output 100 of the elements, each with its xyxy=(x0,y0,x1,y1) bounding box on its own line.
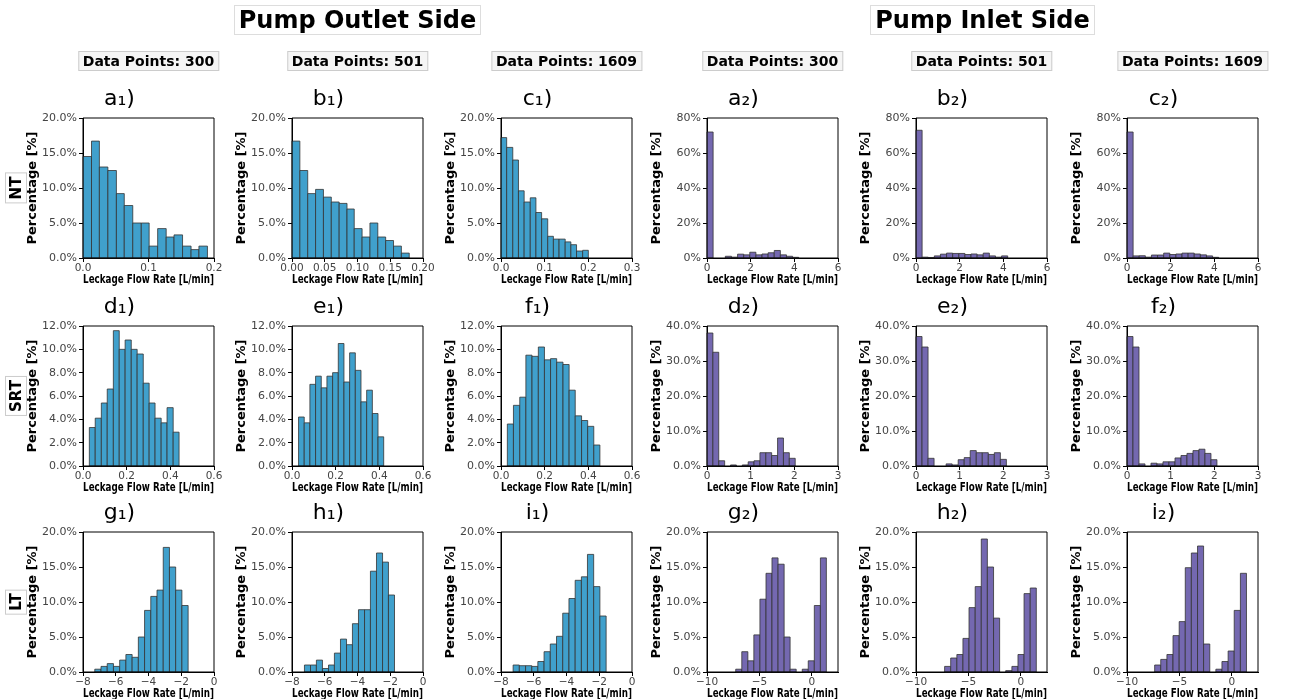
y-tick-label: 20.0% xyxy=(42,524,77,538)
y-tick-label: 15.0% xyxy=(875,559,910,573)
y-tick-label: 60% xyxy=(1096,145,1121,159)
y-tick-label: 0.0% xyxy=(467,664,495,678)
x-tick-label: 0.2 xyxy=(205,261,223,274)
chart-title: c₁) xyxy=(522,84,553,110)
y-tick-label: 0.0% xyxy=(1093,664,1121,678)
x-tick-label: 6 xyxy=(834,261,842,274)
chart-title: d₁) xyxy=(103,292,136,318)
y-axis-title: Percentage [%] xyxy=(648,131,664,245)
y-tick-label: 20.0% xyxy=(1086,388,1121,402)
y-tick-label: 30.0% xyxy=(666,353,701,367)
chart-title: b₁) xyxy=(312,84,345,110)
chart-title: a₁) xyxy=(104,84,135,110)
y-axis-title: Percentage [%] xyxy=(857,339,873,453)
x-tick-label: 0 xyxy=(1228,675,1236,688)
x-tick-label: −6 xyxy=(317,675,333,688)
y-tick-label: 2.0% xyxy=(49,435,77,449)
x-tick-label: 0.15 xyxy=(378,261,402,274)
x-tick-label: 4 xyxy=(999,261,1007,274)
y-tick-label: 30.0% xyxy=(1086,353,1121,367)
y-tick-label: 15.0% xyxy=(1086,559,1121,573)
y-tick-label: 10.0% xyxy=(1086,594,1121,608)
text: Pump Inlet Side xyxy=(870,5,1095,35)
x-tick-label: −2 xyxy=(382,675,398,688)
y-tick-label: 8.0% xyxy=(49,365,77,379)
y-axis-title: Percentage [%] xyxy=(648,545,664,659)
y-tick-label: 5.0% xyxy=(467,215,495,229)
y-tick-label: 10.0% xyxy=(1086,423,1121,437)
y-tick-label: 8.0% xyxy=(467,365,495,379)
y-tick-label: 2.0% xyxy=(467,435,495,449)
x-axis-title: Leckage Flow Rate [L/min] xyxy=(501,685,632,699)
x-axis-title: Leckage Flow Rate [L/min] xyxy=(501,271,632,286)
y-tick-label: 10.0% xyxy=(666,423,701,437)
x-tick-label: 0 xyxy=(419,675,427,688)
y-tick-label: 15.0% xyxy=(42,145,77,159)
y-tick-label: 0% xyxy=(683,250,701,264)
y-axis-title: Percentage [%] xyxy=(24,339,40,453)
x-tick-label: −4 xyxy=(349,675,366,688)
chart-subtitle: Data Points: 501 xyxy=(286,51,429,71)
x-tick-label: 0.4 xyxy=(161,469,179,482)
y-tick-label: 20.0% xyxy=(42,110,77,124)
y-tick-label: 0.0% xyxy=(673,458,701,472)
x-tick-label: 0.1 xyxy=(536,261,554,274)
y-tick-label: 0.0% xyxy=(258,664,286,678)
x-axis-title: Leckage Flow Rate [L/min] xyxy=(83,685,214,699)
x-tick-label: 0.2 xyxy=(327,469,345,482)
chart-title: e₁) xyxy=(313,292,344,318)
y-tick-label: 6.0% xyxy=(258,388,286,402)
y-axis-title: Percentage [%] xyxy=(857,545,873,659)
x-tick-label: 0 xyxy=(912,261,920,274)
x-tick-label: −5 xyxy=(751,675,768,688)
y-tick-label: 40% xyxy=(885,180,910,194)
x-tick-label: 0 xyxy=(703,261,711,274)
chart-title: g₂) xyxy=(727,498,760,524)
x-tick-label: 0.0 xyxy=(492,261,510,274)
y-tick-label: 5.0% xyxy=(467,629,495,643)
x-tick-label: 6 xyxy=(1254,261,1262,274)
y-tick-label: 15.0% xyxy=(460,145,495,159)
x-tick-label: 0.00 xyxy=(280,261,304,274)
x-tick-label: −8 xyxy=(75,675,91,688)
x-tick-label: 2 xyxy=(1167,261,1175,274)
chart-title: h₂) xyxy=(936,498,969,524)
y-tick-label: 20.0% xyxy=(875,388,910,402)
y-tick-label: 5.0% xyxy=(882,629,910,643)
y-tick-label: 20.0% xyxy=(666,524,701,538)
x-tick-label: 0.0 xyxy=(492,469,510,482)
x-tick-label: 0 xyxy=(1123,261,1131,274)
y-tick-label: 5.0% xyxy=(1093,629,1121,643)
x-axis-title: Leckage Flow Rate [L/min] xyxy=(292,479,423,494)
chart-subtitle: Data Points: 1609 xyxy=(1116,51,1269,71)
chart-title: i₂) xyxy=(1151,498,1176,524)
y-tick-label: 0.0% xyxy=(258,250,286,264)
chart-title: h₁) xyxy=(312,498,345,524)
y-axis-title: Percentage [%] xyxy=(648,339,664,453)
y-axis-title: Percentage [%] xyxy=(442,545,458,659)
x-tick-label: 0.4 xyxy=(370,469,388,482)
x-tick-label: 0 xyxy=(808,675,816,688)
x-tick-label: 1 xyxy=(747,469,755,482)
x-tick-label: −5 xyxy=(1171,675,1188,688)
x-tick-label: 4 xyxy=(1210,261,1218,274)
y-tick-label: 15.0% xyxy=(666,559,701,573)
chart-title: f₁) xyxy=(524,292,551,318)
x-tick-label: 2 xyxy=(747,261,755,274)
x-tick-label: −6 xyxy=(108,675,124,688)
x-tick-label: 0.20 xyxy=(411,261,435,274)
y-tick-label: 10.0% xyxy=(251,342,286,356)
y-tick-label: 10.0% xyxy=(875,594,910,608)
text: Pump Outlet Side xyxy=(233,5,482,35)
y-tick-label: 40% xyxy=(676,180,701,194)
y-tick-label: 10.0% xyxy=(875,423,910,437)
y-tick-label: 0.0% xyxy=(258,458,286,472)
x-axis-title: Leckage Flow Rate [L/min] xyxy=(292,685,423,699)
x-tick-label: 0.0 xyxy=(74,261,92,274)
x-tick-label: 0 xyxy=(1123,469,1131,482)
y-tick-label: 4.0% xyxy=(258,412,286,426)
x-tick-label: 0.2 xyxy=(118,469,136,482)
y-tick-label: 15.0% xyxy=(42,559,77,573)
y-axis-title: Percentage [%] xyxy=(233,131,249,245)
x-tick-label: 2 xyxy=(956,261,964,274)
